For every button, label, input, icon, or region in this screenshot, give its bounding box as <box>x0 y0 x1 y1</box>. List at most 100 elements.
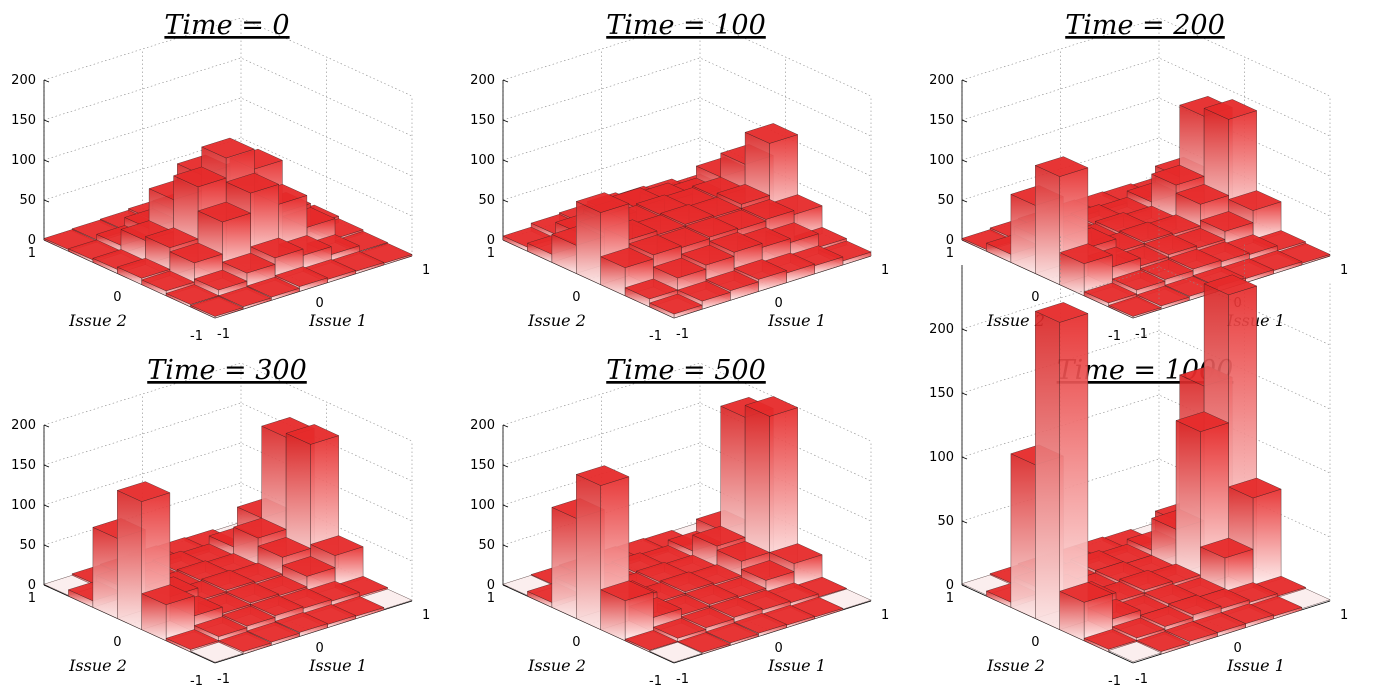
z-tick-label: 100 <box>470 498 495 513</box>
z-tick-label: 50 <box>19 538 36 553</box>
issue2-tick-label: 0 <box>113 290 121 305</box>
issue1-tick-label: 1 <box>422 608 430 623</box>
issue2-tick-label: 0 <box>1031 635 1039 650</box>
issue1-tick-label: 1 <box>1340 263 1348 278</box>
z-tick-label: 200 <box>929 73 954 88</box>
issue1-tick-label: -1 <box>1135 672 1148 687</box>
bars <box>43 417 413 663</box>
issue2-tick-label: 0 <box>572 290 580 305</box>
z-tick-label: 150 <box>11 458 36 473</box>
issue2-tick-label: -1 <box>190 674 203 689</box>
issue2-axis-label: Issue 2 <box>68 311 127 330</box>
issue1-tick-label: 0 <box>1234 641 1242 656</box>
z-tick-label: 0 <box>28 233 36 248</box>
issue2-tick-label: 0 <box>572 635 580 650</box>
issue1-tick-label: 0 <box>775 296 783 311</box>
issue2-tick-label: -1 <box>190 329 203 344</box>
issue2-tick-label: 1 <box>487 591 495 606</box>
z-tick-label: 100 <box>11 498 36 513</box>
issue2-tick-label: 1 <box>28 246 36 261</box>
bar <box>648 293 703 319</box>
issue1-axis-label: Issue 1 <box>767 656 826 675</box>
bar <box>1136 631 1190 655</box>
bars <box>961 96 1331 319</box>
bar <box>744 396 799 577</box>
bar <box>1107 296 1162 319</box>
z-tick-label: 50 <box>478 538 495 553</box>
issue2-tick-label: 1 <box>487 246 495 261</box>
issue2-axis-label: Issue 2 <box>986 311 1045 330</box>
z-tick-label: 100 <box>929 153 954 168</box>
z-tick-label: 150 <box>470 113 495 128</box>
issue2-tick-label: 0 <box>1031 290 1039 305</box>
bars <box>43 137 413 319</box>
issue1-tick-label: 1 <box>881 608 889 623</box>
bar <box>189 296 244 319</box>
z-tick-label: 0 <box>487 233 495 248</box>
issue1-tick-label: 1 <box>1340 608 1348 623</box>
z-tick-label: 200 <box>11 418 36 433</box>
issue2-axis-label: Issue 2 <box>527 656 586 675</box>
bar <box>1059 582 1113 642</box>
bars <box>961 274 1331 662</box>
issue2-tick-label: -1 <box>1108 674 1121 689</box>
issue1-tick-label: 0 <box>775 641 783 656</box>
z-tick-label: 50 <box>937 514 954 529</box>
bar <box>141 584 195 642</box>
bar <box>600 580 654 642</box>
bar <box>1107 641 1162 662</box>
z-tick-label: 50 <box>478 193 495 208</box>
issue1-axis-label: Issue 1 <box>308 656 367 675</box>
issue2-axis-label: Issue 2 <box>68 656 127 675</box>
z-tick-label: 100 <box>470 153 495 168</box>
issue1-tick-label: -1 <box>676 327 689 342</box>
panel-title: Time = 200 <box>1065 10 1225 41</box>
panel-title: Time = 500 <box>606 355 766 386</box>
panel-title: Time = 300 <box>147 355 307 386</box>
issue1-tick-label: 0 <box>316 296 324 311</box>
issue1-axis-label: Issue 1 <box>308 311 367 330</box>
issue1-axis-label: Issue 1 <box>1226 656 1285 675</box>
issue1-axis-label: Issue 1 <box>767 311 826 330</box>
z-tick-label: 0 <box>487 578 495 593</box>
z-tick-label: 150 <box>929 386 954 401</box>
z-tick-label: 100 <box>11 153 36 168</box>
z-tick-label: 150 <box>11 113 36 128</box>
z-tick-label: 200 <box>470 418 495 433</box>
bar <box>648 641 703 663</box>
issue2-axis-label: Issue 2 <box>986 656 1045 675</box>
issue2-tick-label: 1 <box>946 591 954 606</box>
bar <box>1034 302 1089 630</box>
issue2-tick-label: 1 <box>28 591 36 606</box>
z-tick-label: 200 <box>470 73 495 88</box>
bars <box>502 396 872 663</box>
issue1-tick-label: 1 <box>881 263 889 278</box>
issue2-tick-label: -1 <box>649 674 662 689</box>
panel-title: Time = 0 <box>164 10 289 41</box>
z-tick-label: 100 <box>929 450 954 465</box>
issue1-tick-label: 0 <box>316 641 324 656</box>
issue1-tick-label: -1 <box>676 672 689 687</box>
z-tick-label: 50 <box>19 193 36 208</box>
issue1-tick-label: 1 <box>422 263 430 278</box>
issue1-tick-label: -1 <box>1135 327 1148 342</box>
issue2-axis-label: Issue 2 <box>527 311 586 330</box>
panel-title: Time = 100 <box>606 10 766 41</box>
bars <box>502 123 872 319</box>
z-tick-label: 200 <box>11 73 36 88</box>
issue2-tick-label: -1 <box>649 329 662 344</box>
issue2-tick-label: 1 <box>946 246 954 261</box>
z-tick-label: 0 <box>946 233 954 248</box>
z-tick-label: 150 <box>929 113 954 128</box>
issue2-tick-label: -1 <box>1108 329 1121 344</box>
issue2-tick-label: 0 <box>113 635 121 650</box>
issue1-tick-label: -1 <box>217 672 230 687</box>
z-tick-label: 50 <box>937 193 954 208</box>
